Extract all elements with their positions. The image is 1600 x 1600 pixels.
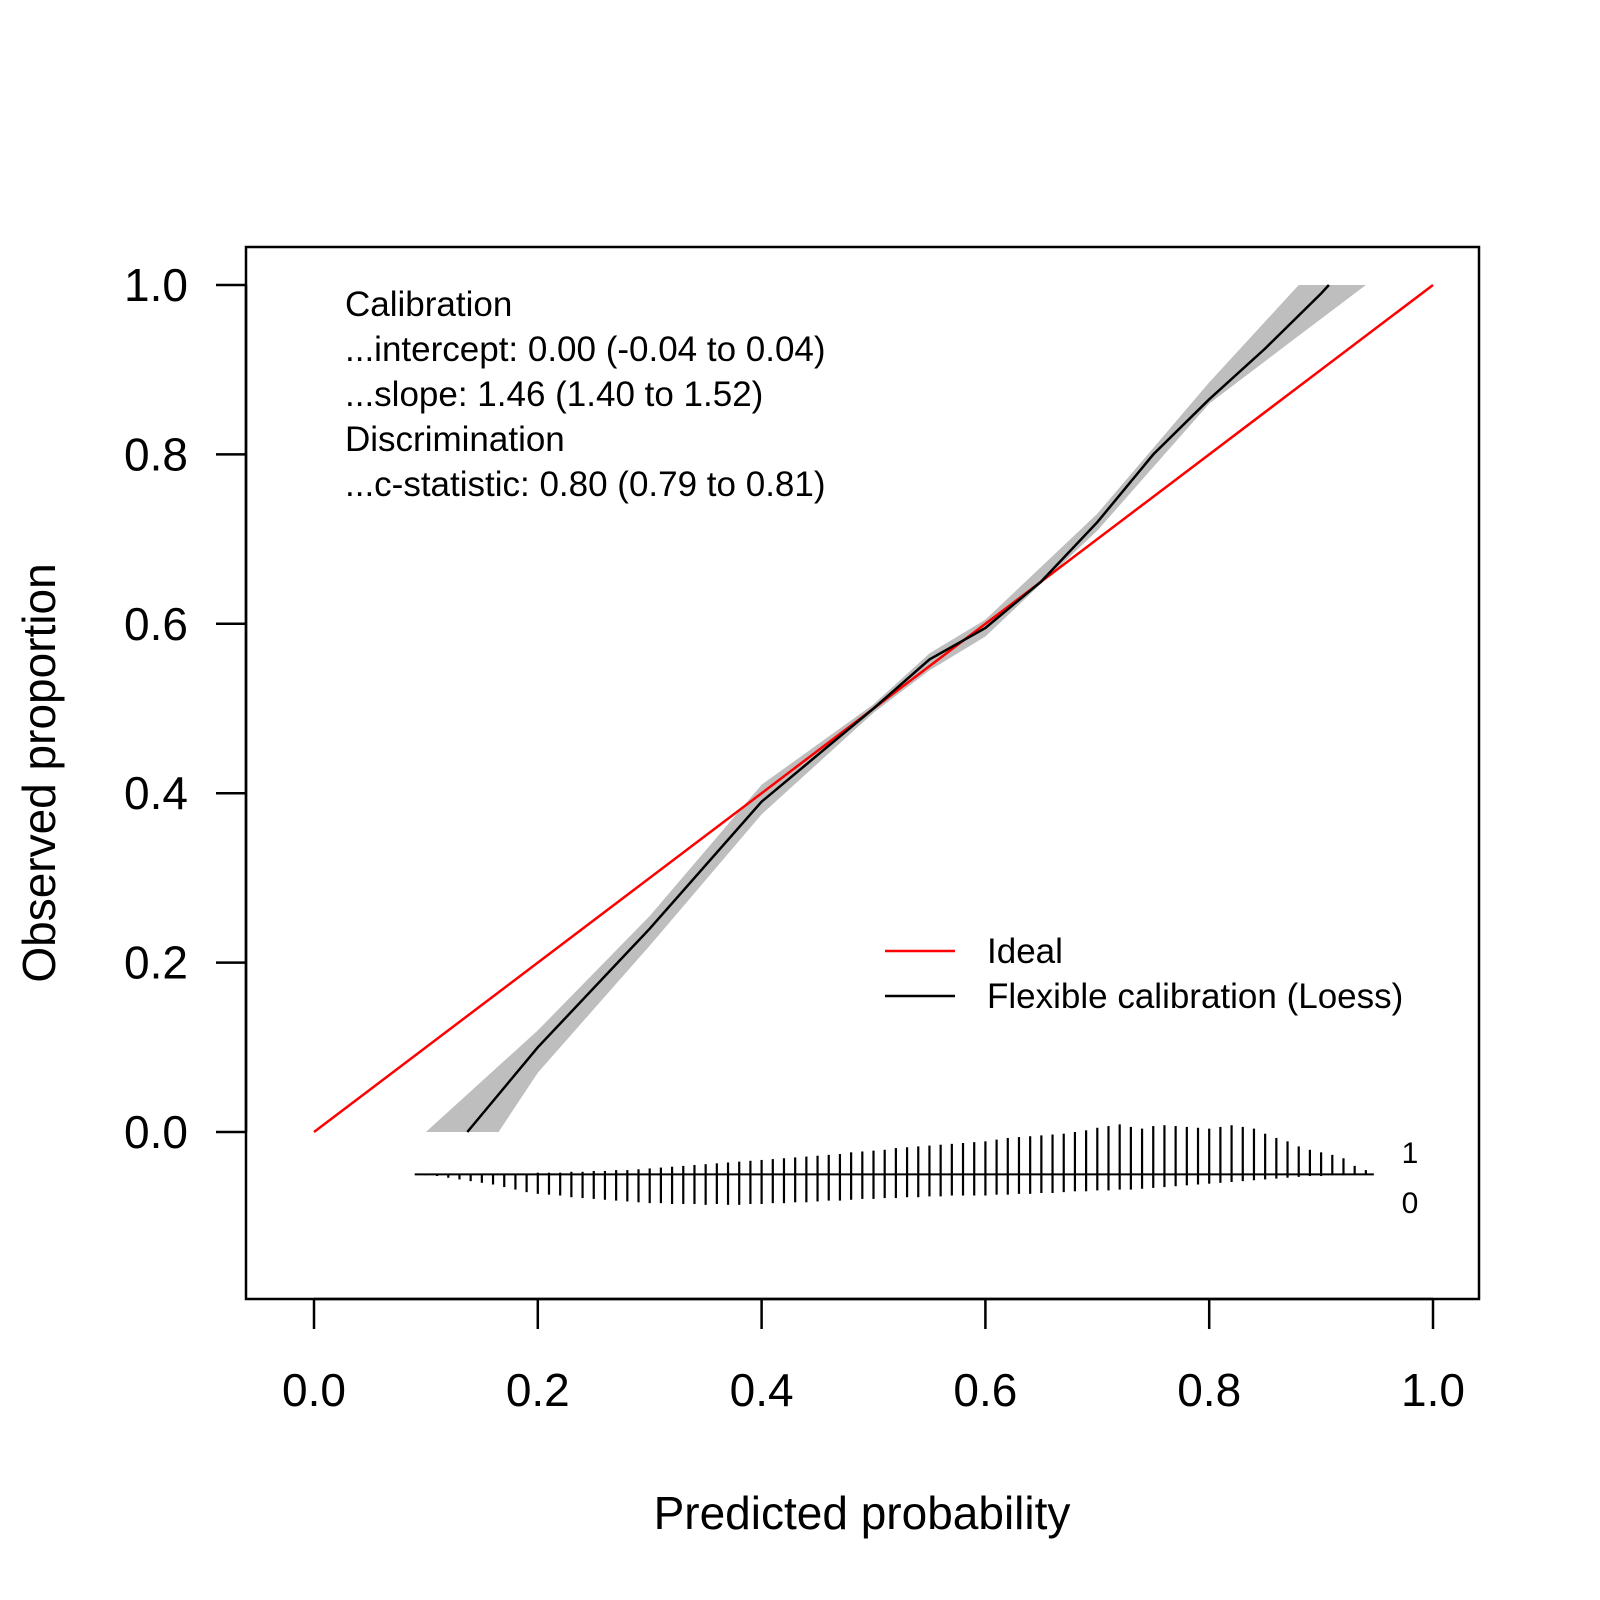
confidence-band-layer [425,285,1366,1132]
y-tick-label: 1.0 [124,259,188,311]
y-tick-label: 0.8 [124,428,188,480]
spike-label-events: 1 [1402,1137,1419,1170]
y-tick-label: 0.4 [124,767,188,819]
stats-line-calibration: Calibration [345,285,512,324]
stats-line-c-statistic: ...c-statistic: 0.80 (0.79 to 0.81) [345,465,826,504]
y-axis: 0.0 0.2 0.4 0.6 0.8 1.0 [124,259,248,1158]
loess-line [466,284,1330,1133]
y-tick-label: 0.0 [124,1106,188,1158]
x-axis-title: Predicted probability [654,1487,1071,1539]
stats-line-slope: ...slope: 1.46 (1.40 to 1.52) [345,375,763,414]
x-tick-label: 1.0 [1401,1364,1465,1416]
stats-line-intercept: ...intercept: 0.00 (-0.04 to 0.04) [345,330,826,369]
stats-line-discrimination: Discrimination [345,420,565,459]
x-tick-label: 0.6 [953,1364,1017,1416]
y-axis-title: Observed proportion [13,563,65,982]
legend-label-loess: Flexible calibration (Loess) [987,977,1403,1016]
x-tick-label: 0.0 [282,1364,346,1416]
x-axis: 0.0 0.2 0.4 0.6 0.8 1.0 [282,1297,1465,1416]
y-tick-label: 0.2 [124,937,188,989]
legend-label-ideal: Ideal [987,932,1063,971]
x-tick-label: 0.2 [506,1364,570,1416]
series-lines [313,284,1434,1133]
loess-confidence-band [425,285,1366,1132]
legend: Ideal Flexible calibration (Loess) [885,932,1403,1016]
x-tick-label: 0.4 [730,1364,794,1416]
x-tick-label: 0.8 [1177,1364,1241,1416]
y-tick-label: 0.6 [124,598,188,650]
spike-histogram [414,1124,1374,1205]
stats-annotation: Calibration ...intercept: 0.00 (-0.04 to… [345,285,826,504]
spike-label-nonevents: 0 [1402,1187,1419,1220]
